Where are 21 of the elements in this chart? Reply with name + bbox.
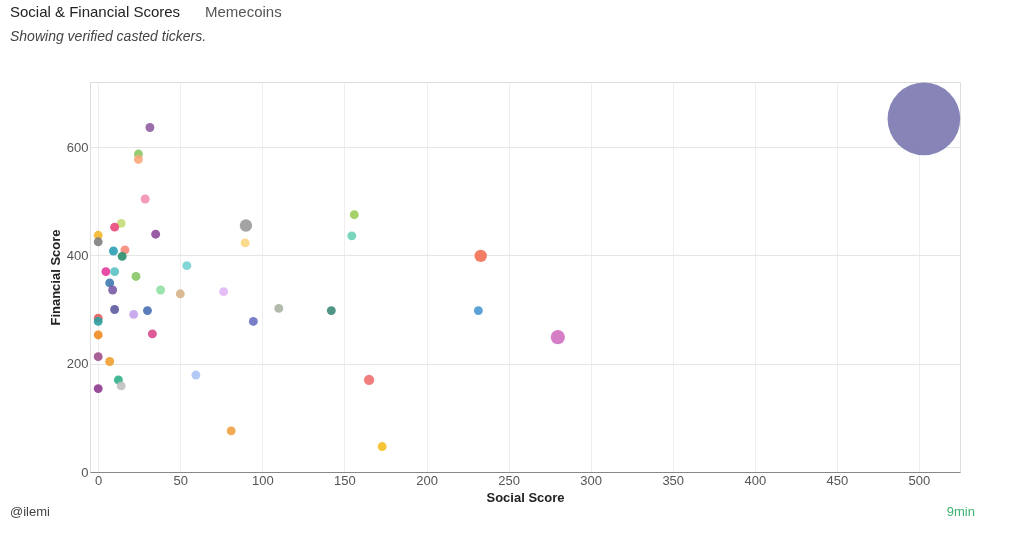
x-tick-label: 150 <box>334 472 356 488</box>
text: @ilemi <box>10 504 51 519</box>
chart-title: Social & Financial Scores <box>10 3 181 20</box>
x-tick-label: 250 <box>498 472 520 488</box>
x-tick-label: 100 <box>252 472 274 488</box>
x-tick-label: 500 <box>908 472 931 488</box>
x-axis-title: Social Score <box>486 489 565 505</box>
y-tick-label: 600 <box>66 139 89 155</box>
x-tick-label: 350 <box>662 472 685 488</box>
y-tick-label: 400 <box>66 247 89 263</box>
x-tick-label: 0 <box>95 472 103 488</box>
text: 9min <box>946 504 975 519</box>
text: Showing verified casted tickers. <box>10 28 207 44</box>
x-tick-label: 450 <box>826 472 849 488</box>
y-axis-title: Financial Score <box>47 229 63 326</box>
x-tick-label: 200 <box>416 472 438 488</box>
x-tick-label: 50 <box>173 472 189 488</box>
x-tick-label: 400 <box>744 472 767 488</box>
chart-subtitle: Memecoins <box>205 3 282 20</box>
x-tick-label: 300 <box>580 472 603 488</box>
y-tick-label: 200 <box>66 356 89 372</box>
